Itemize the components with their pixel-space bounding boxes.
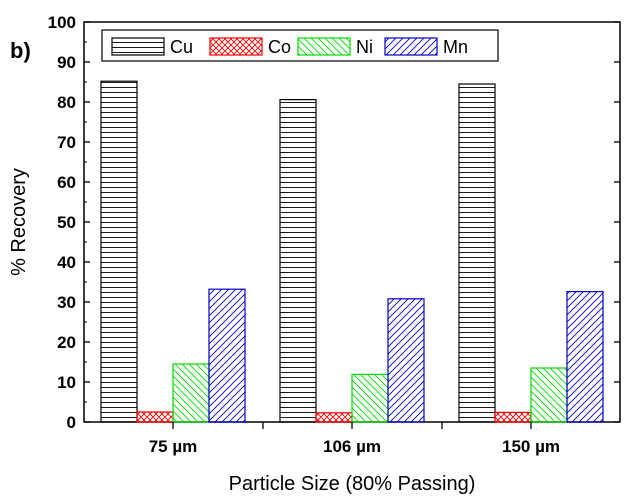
- bar-co-1: [136, 411, 174, 423]
- y-tick-label: 50: [57, 213, 76, 232]
- x-tick-label: 75 µm: [149, 437, 198, 456]
- legend-swatch-co: [209, 37, 263, 56]
- legend-swatch-mn: [384, 37, 438, 56]
- x-axis-title: Particle Size (80% Passing): [229, 473, 476, 495]
- bar-ni-1: [172, 363, 210, 423]
- legend-label-mn: Mn: [443, 37, 468, 57]
- y-tick-label: 80: [57, 93, 76, 112]
- bar-cu-2: [279, 98, 317, 423]
- y-axis-title: % Recovery: [8, 168, 30, 276]
- y-axis: 0 10 20 30 40 50 60 70 80 90 100: [48, 13, 620, 432]
- x-axis: 75 µm 106 µm 150 µm: [149, 422, 560, 456]
- bar-mn-1: [208, 288, 246, 423]
- legend-label-ni: Ni: [356, 37, 373, 57]
- bar-mn-3: [566, 291, 604, 423]
- legend-swatch-cu: [111, 37, 165, 56]
- y-tick-label: 60: [57, 173, 76, 192]
- bar-co-3: [494, 411, 532, 423]
- bars-group: [100, 80, 604, 423]
- bar-co-2: [315, 412, 353, 423]
- y-tick-label: 100: [48, 13, 76, 32]
- legend-swatch-ni: [297, 37, 351, 56]
- x-tick-label: 150 µm: [502, 437, 560, 456]
- y-tick-label: 70: [57, 133, 76, 152]
- bar-cu-3: [458, 83, 496, 423]
- legend: Cu Co Ni Mn: [101, 29, 499, 62]
- panel-label: b): [10, 38, 31, 63]
- plot-frame: [83, 21, 621, 423]
- y-tick-label: 90: [57, 53, 76, 72]
- bar-ni-3: [530, 367, 568, 423]
- y-tick-label: 10: [57, 373, 76, 392]
- legend-label-co: Co: [268, 37, 291, 57]
- y-tick-label: 0: [67, 413, 76, 432]
- legend-label-cu: Cu: [170, 37, 193, 57]
- y-tick-label: 30: [57, 293, 76, 312]
- bar-ni-2: [351, 373, 389, 423]
- y-tick-label: 20: [57, 333, 76, 352]
- x-tick-label: 106 µm: [323, 437, 381, 456]
- bar-mn-2: [387, 298, 425, 423]
- bar-cu-1: [100, 80, 138, 423]
- y-tick-label: 40: [57, 253, 76, 272]
